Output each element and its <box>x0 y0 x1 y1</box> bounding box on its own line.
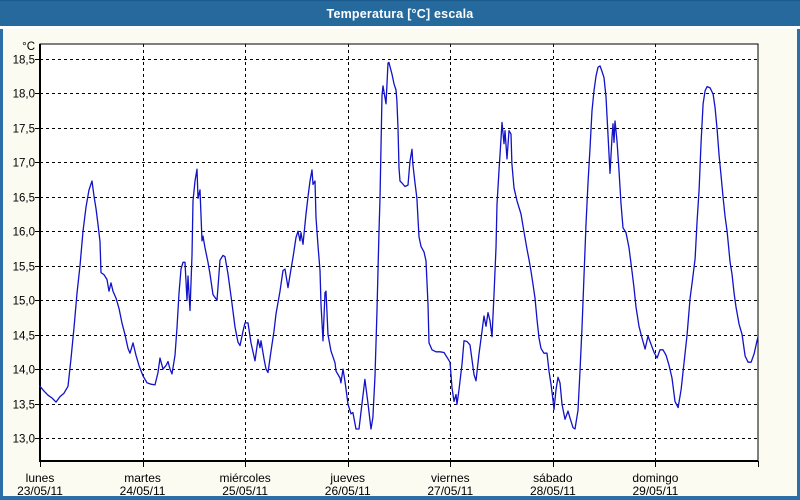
x-day-date-label: 24/05/11 <box>120 484 166 498</box>
x-day-name-label: martes <box>124 471 161 485</box>
y-tick-label: 18,5 <box>13 55 35 67</box>
y-tick-label: 14,0 <box>13 365 35 377</box>
y-axis-labels: 18,5 18,0 17,5 17,0 16,5 16,0 15,5 15,0 14,5 14,0… <box>13 41 35 446</box>
y-tick-label: 17,0 <box>13 158 35 170</box>
title-bar: Temperatura [°C] escala <box>0 0 800 29</box>
y-tick-label: 18,0 <box>13 89 35 101</box>
x-day-date-label: 23/05/11 <box>17 484 63 498</box>
x-day-name-label: sábado <box>533 471 573 485</box>
x-day-date-label: 26/05/11 <box>325 484 371 498</box>
y-tick-label: 13,0 <box>13 434 35 446</box>
frame-bottom <box>0 496 800 500</box>
y-tick-label: 13,5 <box>13 400 35 412</box>
y-tick-label: 17,5 <box>13 124 35 136</box>
frame-left <box>0 29 3 500</box>
x-day-date-label: 25/05/11 <box>222 484 268 498</box>
y-tick-label: 14,5 <box>13 331 35 343</box>
y-axis-unit-label: °C <box>22 41 35 53</box>
temperature-series-line <box>39 61 759 430</box>
temperature-chart: 18,5 18,0 17,5 17,0 16,5 16,0 15,5 15,0 14,5 14,0… <box>0 29 800 500</box>
x-day-date-label: 27/05/11 <box>427 484 473 498</box>
x-day-name-label: jueves <box>329 471 365 485</box>
x-day-name-label: domingo <box>632 471 678 485</box>
x-day-name-label: miércoles <box>219 471 270 485</box>
x-day-name-label: viernes <box>431 471 470 485</box>
frame-right <box>797 29 800 500</box>
x-day-date-label: 29/05/11 <box>633 484 679 498</box>
x-day-name-label: lunes <box>26 471 55 485</box>
y-tick-label: 15,5 <box>13 262 35 274</box>
chart-title: Temperatura [°C] escala <box>326 6 474 21</box>
plot-area <box>39 43 759 462</box>
y-tick-label: 16,0 <box>13 227 35 239</box>
y-tick-label: 15,0 <box>13 296 35 308</box>
x-day-date-label: 28/05/11 <box>530 484 576 498</box>
y-tick-label: 16,5 <box>13 193 35 205</box>
